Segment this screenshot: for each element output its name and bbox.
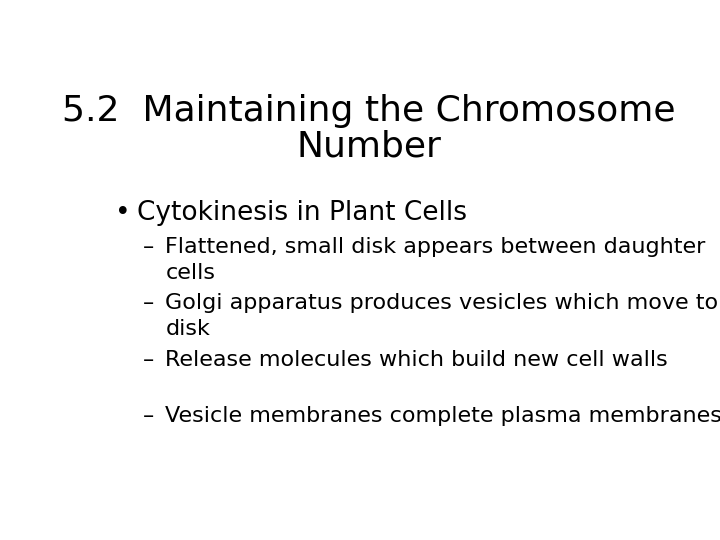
Text: Flattened, small disk appears between daughter: Flattened, small disk appears between da…	[166, 238, 706, 258]
Text: disk: disk	[166, 319, 210, 339]
Text: –: –	[143, 349, 154, 369]
Text: cells: cells	[166, 263, 215, 283]
Text: Golgi apparatus produces vesicles which move to: Golgi apparatus produces vesicles which …	[166, 294, 719, 314]
Text: Vesicle membranes complete plasma membranes: Vesicle membranes complete plasma membra…	[166, 406, 720, 426]
Text: Cytokinesis in Plant Cells: Cytokinesis in Plant Cells	[138, 200, 467, 226]
Text: –: –	[143, 294, 154, 314]
Text: •: •	[115, 200, 131, 226]
Text: 5.2  Maintaining the Chromosome: 5.2 Maintaining the Chromosome	[62, 94, 676, 128]
Text: –: –	[143, 238, 154, 258]
Text: Release molecules which build new cell walls: Release molecules which build new cell w…	[166, 349, 668, 369]
Text: –: –	[143, 406, 154, 426]
Text: Number: Number	[297, 129, 441, 163]
